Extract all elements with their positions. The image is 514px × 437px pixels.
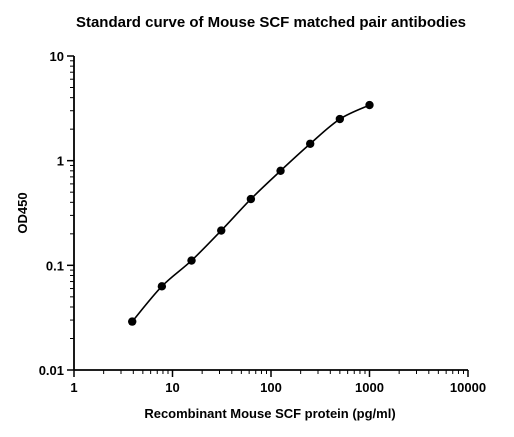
fit-curve xyxy=(131,104,370,323)
data-point xyxy=(365,100,374,110)
x-tick-label: 1000 xyxy=(355,380,384,395)
data-point xyxy=(305,139,315,148)
data-point xyxy=(276,166,285,176)
chart-title: Standard curve of Mouse SCF matched pair… xyxy=(76,14,466,31)
data-points xyxy=(128,100,374,326)
y-tick-label: 0.1 xyxy=(46,258,64,273)
data-point xyxy=(335,114,345,124)
tick-labels: 1 10 100 1000 10000 0.01 0.1 1 10 xyxy=(39,49,486,395)
data-point xyxy=(187,256,196,265)
y-tick-label: 10 xyxy=(50,49,64,64)
x-tick-label: 10 xyxy=(165,380,179,395)
x-axis-label: Recombinant Mouse SCF protein (pg/ml) xyxy=(144,406,395,421)
data-point xyxy=(128,317,137,326)
x-tick-label: 100 xyxy=(260,380,282,395)
axis-ticks xyxy=(67,55,469,377)
y-tick-label: 1 xyxy=(57,154,64,169)
y-tick-label: 0.01 xyxy=(39,363,64,378)
x-tick-label: 10000 xyxy=(450,380,486,395)
data-point xyxy=(246,194,256,204)
data-point xyxy=(157,282,167,291)
data-point xyxy=(217,226,226,235)
y-axis-label: OD450 xyxy=(15,192,30,233)
x-tick-label: 1 xyxy=(70,380,77,395)
